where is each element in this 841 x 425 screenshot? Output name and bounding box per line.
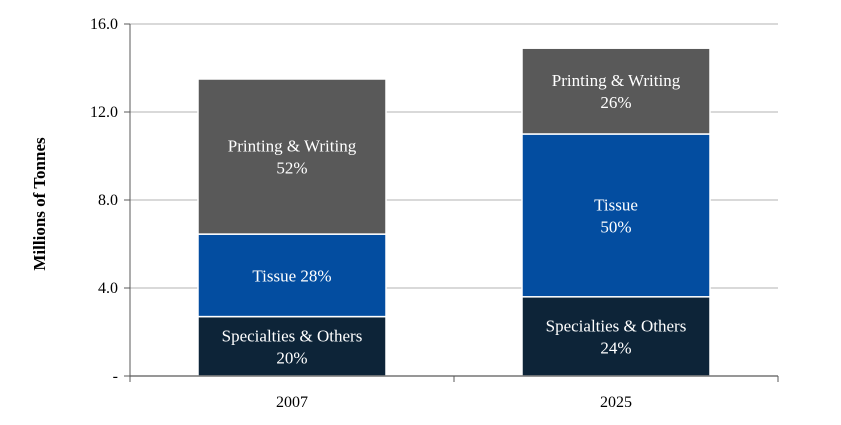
data-label: 20% xyxy=(276,348,307,367)
y-tick-label: 12.0 xyxy=(90,104,118,121)
x-tick-label: 2025 xyxy=(600,394,632,411)
bar-segment xyxy=(521,296,711,377)
data-label: 52% xyxy=(276,159,307,178)
bar-segment xyxy=(197,78,387,235)
y-tick-label: 8.0 xyxy=(98,192,118,209)
bar-segment xyxy=(521,47,711,135)
y-tick-label: 4.0 xyxy=(98,280,118,297)
data-label: Printing & Writing xyxy=(552,71,681,90)
data-label: Tissue 28% xyxy=(252,266,331,285)
y-tick-label: - xyxy=(113,368,118,385)
y-axis-title: Millions of Tonnes xyxy=(30,137,49,271)
data-label: Tissue xyxy=(594,195,638,214)
y-tick-label: 16.0 xyxy=(90,16,118,33)
data-label: Specialties & Others xyxy=(546,316,687,335)
bars: Specialties & Others 20% Tissue 28% Printin… xyxy=(197,47,711,377)
data-label: 26% xyxy=(600,93,631,112)
data-label: Specialties & Others xyxy=(222,326,363,345)
data-label: 50% xyxy=(600,217,631,236)
bar-segment xyxy=(197,315,387,377)
bar-segment xyxy=(521,133,711,298)
data-label: Printing & Writing xyxy=(228,137,357,156)
bar-segment xyxy=(197,233,387,318)
axes: - 4.0 8.0 12.0 16.0 2007 2025 xyxy=(90,16,779,411)
data-label: 24% xyxy=(600,338,631,357)
x-tick-label: 2007 xyxy=(276,394,308,411)
